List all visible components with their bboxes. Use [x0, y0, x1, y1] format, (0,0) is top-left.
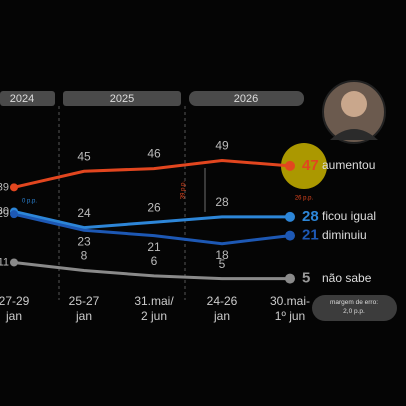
point	[10, 258, 18, 267]
value-label: 46	[147, 147, 161, 161]
series-line	[12, 159, 292, 189]
legend-label: diminuiu	[322, 228, 367, 242]
margin-pill	[312, 295, 397, 321]
annotation: 26 p.p.	[295, 196, 314, 202]
portrait-face	[341, 91, 367, 117]
value-label: 6	[151, 254, 158, 268]
point	[285, 160, 295, 171]
value-label: 29	[0, 208, 9, 220]
period-bar	[63, 91, 181, 106]
x-tick-label: 27-29 jan	[0, 294, 30, 323]
end-value-label: 28	[302, 208, 319, 225]
margin-note: margem de erro: 2,0 p.p.	[330, 299, 378, 315]
portrait-body	[330, 129, 378, 140]
end-value-label: 21	[302, 227, 319, 244]
value-label: 45	[77, 149, 91, 163]
value-label: 23	[77, 234, 91, 248]
annotation: 39 p.p.	[181, 180, 187, 199]
value-label: 8	[81, 249, 88, 263]
value-label: 11	[0, 256, 9, 268]
series-line	[12, 212, 292, 246]
point	[10, 210, 18, 219]
legend-label: aumentou	[322, 158, 375, 172]
series-line	[12, 210, 292, 230]
legend-label: não sabe	[322, 271, 372, 285]
value-label: 49	[215, 139, 229, 153]
value-label: 18	[215, 248, 229, 262]
x-tick-label: 31.mai/2 jun	[134, 294, 174, 323]
value-label: 24	[77, 206, 91, 220]
series-line	[12, 260, 292, 281]
point	[285, 211, 295, 222]
value-label: 28	[215, 195, 229, 209]
period-bar	[0, 91, 55, 106]
x-tick-label: 25-27 jan	[69, 294, 100, 323]
period-label: 2025	[110, 93, 134, 105]
end-value-label: 5	[302, 270, 310, 287]
value-label: 39	[0, 181, 9, 193]
period-bar	[189, 91, 304, 106]
point	[285, 273, 295, 284]
point	[10, 183, 18, 192]
highlight-circle	[281, 143, 327, 189]
legend-label: ficou igual	[322, 209, 376, 223]
value-label: 30	[0, 205, 9, 217]
period-label: 2024	[10, 93, 34, 105]
x-tick-label: 24-26 jan	[207, 294, 238, 323]
end-value-label: 47	[302, 157, 319, 174]
value-label: 21	[147, 240, 161, 254]
period-label: 2026	[234, 93, 258, 105]
value-label: 5	[219, 257, 226, 271]
x-tick-label: 30.mai-1º jun	[270, 294, 310, 323]
value-label: 26	[147, 200, 161, 214]
annotation: 0 p.p.	[22, 199, 37, 205]
point	[285, 230, 295, 241]
